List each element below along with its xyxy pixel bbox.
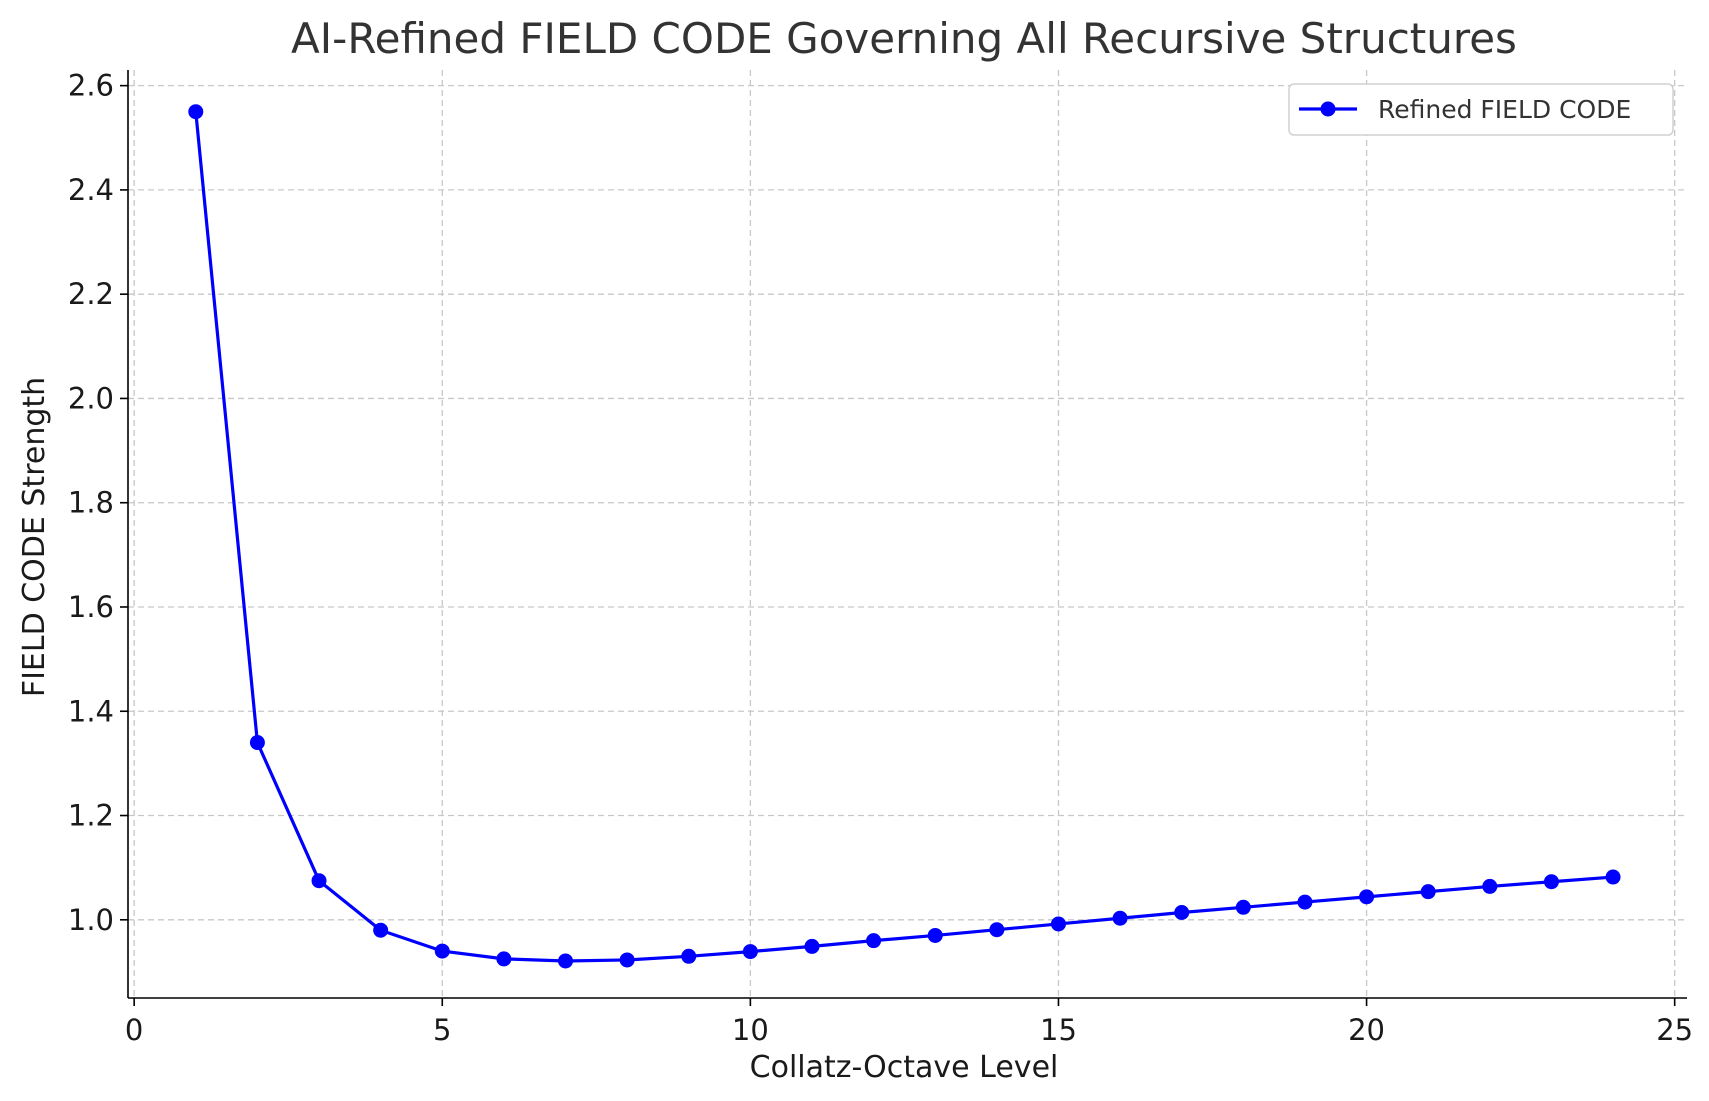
y-tick-label-7: 2.4: [68, 173, 114, 207]
data-point-0-8: [681, 948, 697, 964]
x-tick-label-1: 5: [433, 1013, 451, 1047]
data-point-0-1: [249, 735, 265, 751]
data-point-0-11: [866, 933, 882, 949]
data-point-0-15: [1112, 910, 1128, 926]
y-tick-label-0: 1.0: [68, 903, 114, 937]
data-point-0-17: [1235, 899, 1251, 915]
data-point-0-21: [1482, 878, 1498, 894]
legend-box: [1288, 83, 1674, 136]
grid-layer: [128, 70, 1687, 998]
data-point-0-0: [188, 104, 204, 120]
data-point-0-16: [1174, 904, 1190, 920]
data-point-0-13: [989, 922, 1005, 938]
chart-title: AI-Refined FIELD CODE Governing All Recu…: [291, 14, 1517, 63]
y-tick-label-8: 2.6: [68, 69, 114, 103]
data-point-0-7: [619, 952, 635, 968]
series-line-0: [194, 111, 1614, 963]
y-tick-label-2: 1.4: [68, 694, 114, 728]
data-point-0-23: [1605, 869, 1621, 885]
data-point-0-2: [311, 873, 327, 889]
legend-marker-swatch: [1320, 101, 1336, 117]
data-point-0-22: [1543, 874, 1559, 890]
data-point-0-19: [1359, 889, 1375, 905]
legend: Refined FIELD CODE: [1288, 83, 1674, 136]
y-tick-label-6: 2.2: [68, 277, 114, 311]
ticks-layer: 0 5 10 15 20 25 1.0 1.2 1.4 1.6 1.8 2.0 2.2 2.4 2.6: [68, 69, 1693, 1047]
data-point-0-12: [927, 927, 943, 943]
data-point-0-4: [434, 943, 450, 959]
data-point-0-18: [1297, 894, 1313, 910]
x-tick-label-5: 25: [1656, 1013, 1693, 1047]
x-axis-label: Collatz-Octave Level: [750, 1050, 1059, 1085]
x-tick-label-4: 20: [1348, 1013, 1385, 1047]
data-point-0-20: [1420, 884, 1436, 900]
data-point-0-10: [804, 938, 820, 954]
data-point-0-6: [558, 953, 574, 969]
x-tick-label-3: 15: [1040, 1013, 1077, 1047]
data-point-0-9: [742, 944, 758, 960]
y-tick-label-4: 1.8: [68, 486, 114, 520]
y-axis-label: FIELD CODE Strength: [17, 377, 52, 697]
x-tick-label-0: 0: [125, 1013, 143, 1047]
data-point-0-3: [373, 922, 389, 938]
y-tick-label-1: 1.2: [68, 799, 114, 833]
data-point-0-14: [1050, 916, 1066, 932]
legend-label: Refined FIELD CODE: [1378, 95, 1631, 124]
data-point-0-5: [496, 951, 512, 967]
y-tick-label-3: 1.6: [68, 590, 114, 624]
series-layer: [188, 104, 1621, 969]
x-tick-label-2: 10: [732, 1013, 769, 1047]
y-tick-label-5: 2.0: [68, 381, 114, 415]
axes-layer: [127, 70, 1687, 999]
